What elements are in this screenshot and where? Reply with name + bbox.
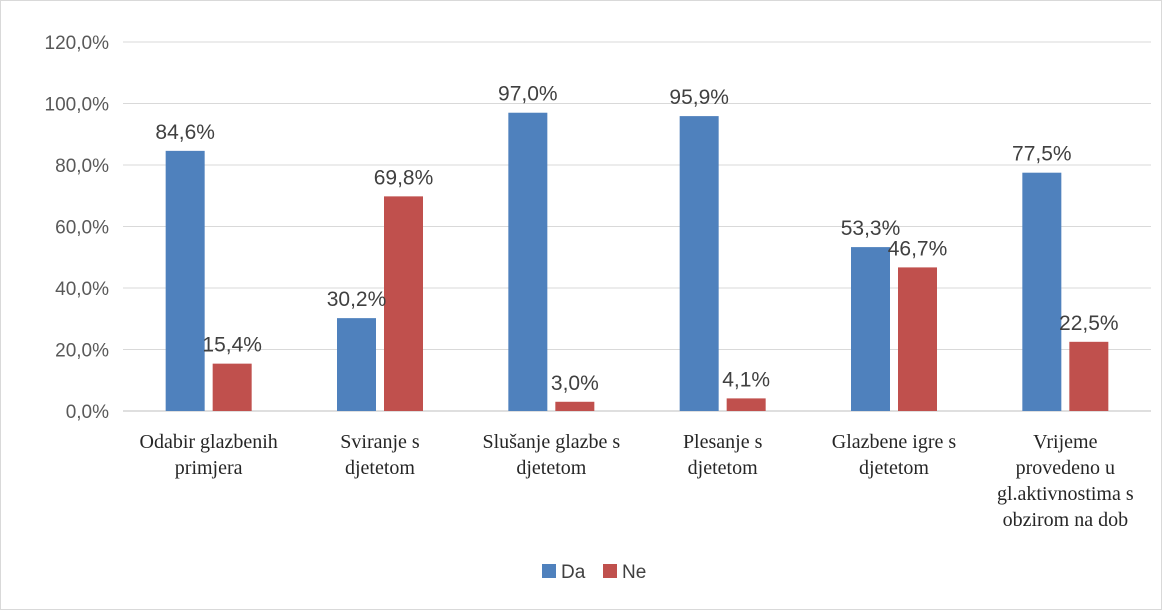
data-label: 53,3% xyxy=(841,217,901,240)
bar-ne xyxy=(555,401,595,411)
y-tick-label: 120,0% xyxy=(45,33,110,54)
category-label: Slušanje glazbe s xyxy=(482,431,620,453)
category-label: Odabir glazbenih xyxy=(140,431,278,453)
legend: Da Ne xyxy=(542,562,646,583)
bar-ne xyxy=(212,363,252,411)
y-tick-label: 0,0% xyxy=(66,402,109,423)
category-label: primjera xyxy=(175,457,243,479)
bar-ne xyxy=(898,267,937,411)
bar-da xyxy=(1022,172,1062,411)
legend-swatch-ne xyxy=(603,564,617,578)
category-label: obzirom na dob xyxy=(1003,509,1129,531)
y-tick-label: 80,0% xyxy=(55,156,109,177)
y-axis: 0,0% 20,0% 40,0% 60,0% 80,0% 100,0% 120,0% xyxy=(45,33,110,423)
y-tick-label: 100,0% xyxy=(45,95,110,116)
bar-da xyxy=(337,318,376,411)
category-label: djetetom xyxy=(516,457,586,479)
gridlines xyxy=(123,41,1151,412)
bar-ne xyxy=(726,398,766,411)
bar-ne xyxy=(1069,341,1109,411)
data-labels: 84,6% 15,4% 30,2% 69,8% 97,0% 3,0% 95,9% 4,1% 53… xyxy=(155,83,1118,395)
category-label: gl.aktivnostima s xyxy=(997,483,1134,505)
y-tick-label: 60,0% xyxy=(55,218,109,239)
data-label: 84,6% xyxy=(155,121,215,144)
category-label: djetetom xyxy=(688,457,758,479)
legend-label-ne: Ne xyxy=(622,562,646,583)
category-label: djetetom xyxy=(345,457,415,479)
category-label: Vrijeme xyxy=(1033,431,1097,453)
bar-da xyxy=(508,112,548,411)
y-tick-label: 40,0% xyxy=(55,279,109,300)
legend-swatch-da xyxy=(542,564,556,578)
x-axis: Odabir glazbenih primjera Sviranje s djetet… xyxy=(140,431,1134,531)
data-label: 30,2% xyxy=(327,288,387,311)
category-label: Glazbene igre s xyxy=(832,431,957,453)
legend-label-da: Da xyxy=(561,562,586,583)
data-label: 97,0% xyxy=(498,83,558,106)
category-label: djetetom xyxy=(859,457,929,479)
data-label: 3,0% xyxy=(551,372,599,395)
bar-ne xyxy=(384,196,423,411)
data-label: 69,8% xyxy=(374,166,434,189)
data-label: 95,9% xyxy=(669,86,729,109)
data-label: 22,5% xyxy=(1059,312,1119,335)
category-label: Plesanje s xyxy=(683,431,763,453)
data-label: 77,5% xyxy=(1012,143,1072,166)
bar-da xyxy=(679,116,719,412)
data-label: 4,1% xyxy=(722,368,770,391)
bars xyxy=(165,112,1109,412)
data-label: 46,7% xyxy=(888,237,948,260)
y-tick-label: 20,0% xyxy=(55,341,109,362)
data-label: 15,4% xyxy=(202,334,262,357)
category-label: provedeno u xyxy=(1016,457,1115,479)
bar-da xyxy=(165,150,205,412)
bar-da xyxy=(851,247,890,411)
category-label: Sviranje s xyxy=(340,431,420,453)
